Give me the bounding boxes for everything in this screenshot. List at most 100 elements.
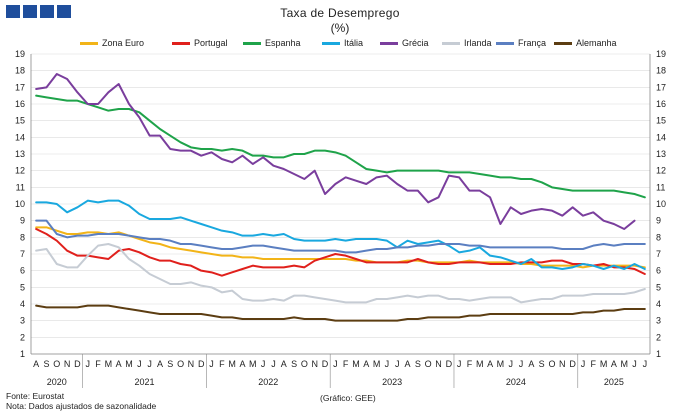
x-tick-label: J [519,359,524,369]
y-tick-label-right: 15 [656,116,666,126]
x-tick-label: A [528,359,534,369]
y-tick-label-right: 13 [656,149,666,159]
logo-block [6,5,20,18]
x-tick-label: A [116,359,122,369]
series-line-fran-a [35,219,646,254]
chart-footer: Fonte: Eurostat Nota: Dados ajustados de… [6,391,156,411]
source-note: Fonte: Eurostat [6,391,65,401]
logo-block [40,5,54,18]
y-tick-label-left: 8 [20,232,25,242]
y-tick-label-right: 12 [656,166,666,176]
x-tick-label: A [239,359,245,369]
x-tick-label: D [198,359,205,369]
x-tick-label: S [167,359,173,369]
y-tick-label-left: 2 [20,332,25,342]
y-tick-label-left: 7 [20,249,25,259]
y-tick-label-right: 10 [656,199,666,209]
y-tick-label-right: 17 [656,82,666,92]
x-tick-label: J [271,359,276,369]
y-tick-label-left: 1 [20,349,25,359]
y-tick-label-right: 9 [656,216,661,226]
logo [6,5,71,18]
x-tick-label: M [105,359,113,369]
series-line-gr-cia [35,73,636,230]
x-tick-label: F [467,359,473,369]
x-tick-label: F [95,359,101,369]
x-tick-label: J [457,359,462,369]
series-line-espanha [35,94,646,199]
legend-item: Portugal [172,38,228,48]
legend-label: Espanha [265,38,301,48]
x-tick-label: M [600,359,608,369]
x-tick-label: S [415,359,421,369]
x-tick-label: J [137,359,142,369]
legend-item: Alemanha [554,38,617,48]
x-tick-label: O [301,359,308,369]
x-tick-label: D [446,359,453,369]
y-tick-label-right: 18 [656,66,666,76]
x-tick-label: M [125,359,133,369]
y-tick-label-left: 11 [16,182,25,192]
legend-swatch [322,41,340,45]
x-tick-label: O [177,359,184,369]
x-tick-label: N [311,359,318,369]
y-tick-label-left: 4 [20,299,25,309]
y-tick-label-right: 8 [656,232,661,242]
x-tick-label: A [487,359,493,369]
x-tick-label: M [228,359,236,369]
legend-swatch [496,41,514,45]
series-line-it-lia [35,199,646,270]
year-label: 2022 [258,377,278,387]
x-tick-label: J [85,359,90,369]
x-tick-label: F [591,359,597,369]
chart-title: Taxa de Desemprego [280,6,400,20]
y-tick-label-right: 6 [656,266,661,276]
y-tick-label-left: 10 [15,199,25,209]
logo-block [23,5,37,18]
y-tick-label-right: 1 [656,349,661,359]
x-tick-label: A [611,359,617,369]
x-tick-label: S [291,359,297,369]
chart-legend: Zona Euro Portugal Espanha Itália Grécia Irla… [66,38,666,52]
x-tick-label: M [497,359,505,369]
y-tick-label-right: 16 [656,99,666,109]
x-tick-label: D [74,359,81,369]
legend-swatch [554,41,572,45]
y-tick-label-left: 3 [20,316,25,326]
y-tick-label-left: 17 [15,82,25,92]
x-tick-label: M [352,359,360,369]
x-tick-label: S [539,359,545,369]
legend-label: Grécia [402,38,429,48]
x-tick-label: M [620,359,628,369]
x-tick-label: N [559,359,566,369]
series-line-zona-euro [35,226,646,269]
legend-label: Zona Euro [102,38,145,48]
y-tick-label-right: 11 [656,182,665,192]
x-tick-label: M [373,359,381,369]
legend-label: Itália [344,38,364,48]
x-tick-label: N [64,359,71,369]
year-label: 2025 [604,377,624,387]
x-tick-label: J [333,359,338,369]
x-tick-label: F [343,359,349,369]
x-tick-label: F [219,359,225,369]
x-tick-label: J [508,359,513,369]
x-tick-label: A [157,359,163,369]
x-tick-label: J [385,359,390,369]
year-label: 2024 [506,377,526,387]
y-tick-label-right: 7 [656,249,661,259]
y-tick-label-right: 14 [656,132,666,142]
x-tick-label: A [281,359,287,369]
x-tick-label: N [188,359,195,369]
x-tick-label: A [363,359,369,369]
year-label: 2021 [134,377,154,387]
x-tick-label: J [147,359,152,369]
y-tick-label-right: 5 [656,282,661,292]
y-tick-label-left: 15 [15,116,25,126]
legend-label: Irlanda [464,38,492,48]
chart-subtitle: (%) [330,21,350,35]
y-tick-label-left: 14 [15,132,25,142]
legend-label: Portugal [194,38,228,48]
y-tick-label-right: 19 [656,49,666,59]
